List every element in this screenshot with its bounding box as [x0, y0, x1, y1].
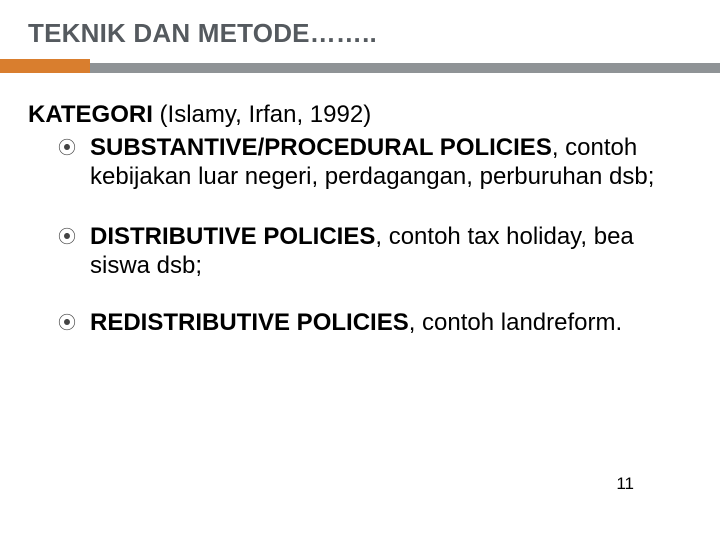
category-heading: KATEGORI (Islamy, Irfan, 1992) — [28, 101, 692, 129]
bullet-text: REDISTRIBUTIVE POLICIES, contoh landrefo… — [90, 308, 622, 337]
bullet-bold: DISTRIBUTIVE POLICIES — [90, 223, 375, 250]
bullet-text: DISTRIBUTIVE POLICIES, contoh tax holida… — [90, 222, 692, 281]
underline-orange — [0, 59, 90, 73]
bullet-text: SUBSTANTIVE/PROCEDURAL POLICIES, contoh … — [90, 133, 692, 192]
heading-rest: (Islamy, Irfan, 1992) — [153, 101, 371, 128]
bullet-rest: , contoh landreform. — [409, 309, 622, 336]
list-item: ⦿ DISTRIBUTIVE POLICIES, contoh tax holi… — [58, 222, 692, 281]
slide-title: TEKNIK DAN METODE…….. — [28, 18, 692, 49]
bullet-icon: ⦿ — [58, 222, 90, 252]
bullet-bold: SUBSTANTIVE/PROCEDURAL POLICIES — [90, 134, 552, 161]
page-number: 11 — [616, 474, 634, 494]
bullet-icon: ⦿ — [58, 133, 90, 163]
bullet-icon: ⦿ — [58, 308, 90, 338]
bullet-list: ⦿ SUBSTANTIVE/PROCEDURAL POLICIES, conto… — [58, 133, 692, 338]
underline-gray — [0, 63, 720, 73]
heading-bold: KATEGORI — [28, 101, 153, 128]
list-item: ⦿ SUBSTANTIVE/PROCEDURAL POLICIES, conto… — [58, 133, 692, 192]
slide: TEKNIK DAN METODE…….. KATEGORI (Islamy, … — [0, 0, 720, 540]
bullet-bold: REDISTRIBUTIVE POLICIES — [90, 309, 409, 336]
list-item: ⦿ REDISTRIBUTIVE POLICIES, contoh landre… — [58, 308, 692, 338]
title-underline — [28, 59, 692, 73]
